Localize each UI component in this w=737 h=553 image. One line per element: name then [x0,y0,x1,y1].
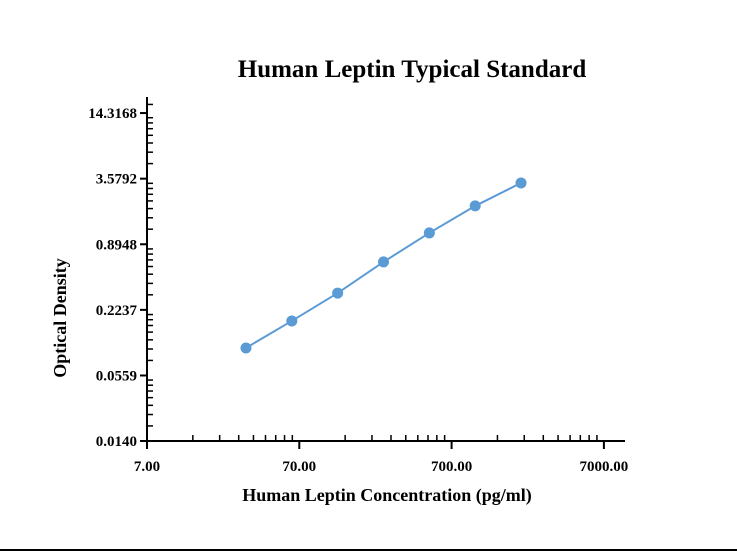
y-tick-label: 0.0559 [96,368,137,384]
y-axis: 0.0140 0.0559 0.2237 0.8948 3.5792 14.3168 [88,97,153,450]
y-tick-label: 3.5792 [96,172,137,188]
x-tick-label: 70.00 [282,459,316,475]
y-tick-label: 14.3168 [88,106,137,122]
y-tick-label: 0.2237 [96,303,138,319]
data-series [240,177,527,354]
data-point [515,177,527,189]
x-axis: 7.00 70.00 700.00 7000.00 [134,435,628,475]
bottom-rule [0,549,737,551]
y-axis-label: Optical Density [50,258,70,378]
x-tick-label: 7000.00 [580,459,629,475]
y-tick-label: 0.8948 [96,237,137,253]
x-axis-label: Human Leptin Concentration (pg/ml) [242,485,532,506]
data-point [286,315,298,327]
data-point [423,227,435,239]
data-point [469,200,481,212]
data-point [240,342,252,354]
data-point [332,287,344,299]
x-tick-label: 700.00 [431,459,472,475]
chart-title: Human Leptin Typical Standard [238,56,587,83]
x-tick-label: 7.00 [134,459,160,475]
y-tick-label: 0.0140 [96,434,137,450]
data-point [377,256,389,268]
